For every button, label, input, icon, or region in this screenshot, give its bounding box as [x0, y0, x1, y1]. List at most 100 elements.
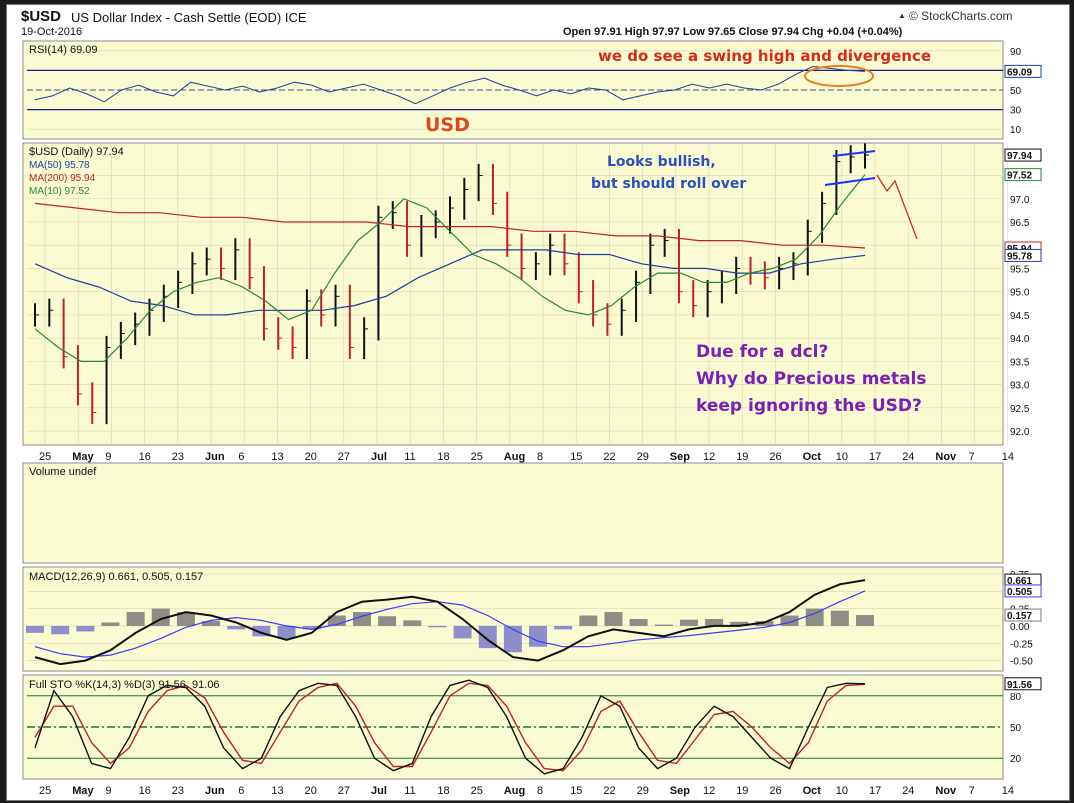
- macd-histogram-bar-6: [176, 612, 195, 626]
- macd-histogram-bar-19: [503, 625, 522, 653]
- macd-histogram-bar-11: [302, 625, 321, 630]
- macd-histogram-bar-14: [378, 616, 397, 626]
- x-tick-label-top-16: 15: [570, 451, 582, 463]
- ma10-line: [34, 174, 866, 362]
- macd-tick-label-4: -0.25: [1010, 639, 1033, 650]
- macd-histogram-bar-4: [126, 612, 145, 626]
- x-tick-label-bottom-29: 14: [1002, 785, 1014, 797]
- rsi-line: [34, 65, 866, 105]
- price-tick-label-10: 92.5: [1010, 404, 1030, 415]
- macd-histogram-bar-7: [202, 621, 221, 626]
- x-tick-label-bottom-10: Jul: [371, 785, 387, 797]
- macd-histogram-bar-1: [51, 625, 70, 635]
- macd-histogram-bar-15: [403, 620, 422, 626]
- x-tick-label-bottom-28: 7: [969, 785, 975, 797]
- x-tick-label-top-29: 14: [1002, 451, 1014, 463]
- x-tick-label-top-5: Jun: [205, 451, 225, 463]
- price-tick-label-8: 93.5: [1010, 357, 1030, 368]
- macd-histogram-bar-32: [830, 610, 849, 626]
- instrument-description: US Dollar Index - Cash Settle (EOD) ICE: [71, 10, 307, 25]
- legend-ma10: MA(10) 97.52: [29, 186, 90, 197]
- question-annotation-line3: keep ignoring the USD?: [696, 396, 922, 416]
- macd-tick-label-3: 0.00: [1010, 622, 1030, 633]
- macd-title: MACD(12,26,9) 0.661, 0.505, 0.157: [29, 571, 203, 583]
- price-last-ma50: 95.78: [1007, 251, 1032, 262]
- price-panel: [22, 142, 1004, 446]
- x-tick-label-bottom-16: 15: [570, 785, 582, 797]
- quote-line: Open 97.91 High 97.97 Low 97.65 Close 97…: [563, 26, 903, 38]
- x-tick-label-bottom-1: May: [72, 785, 94, 797]
- price-last-ma50-box: [1004, 248, 1042, 262]
- macd-histogram-bar-16: [428, 625, 447, 628]
- price-last-ma10-box: [1004, 168, 1042, 182]
- macd-histogram-last-value: 0.157: [1007, 611, 1032, 622]
- x-tick-label-bottom-24: 10: [836, 785, 848, 797]
- macd-line: [34, 579, 866, 666]
- x-tick-label-top-21: 19: [736, 451, 748, 463]
- x-tick-label-top-28: 7: [969, 451, 975, 463]
- macd-signal-last-value-box: [1004, 584, 1042, 598]
- x-tick-label-bottom-25: 17: [869, 785, 881, 797]
- source-arrow-icon: ▲: [898, 11, 906, 20]
- stochastic-tick-label-1: 50: [1010, 723, 1022, 734]
- x-tick-label-top-3: 16: [139, 451, 151, 463]
- macd-histogram-bar-27: [705, 619, 724, 626]
- macd-histogram-bar-31: [805, 608, 824, 626]
- macd-histogram-bar-24: [629, 619, 648, 626]
- bullish-annotation-line1: Looks bullish,: [607, 154, 716, 170]
- usd-annotation: USD: [425, 114, 470, 136]
- x-tick-label-top-4: 23: [172, 451, 184, 463]
- x-tick-label-top-20: 12: [703, 451, 715, 463]
- x-tick-label-bottom-0: 25: [39, 785, 51, 797]
- rsi-annotation: we do see a swing high and divergence: [598, 47, 932, 65]
- symbol: $USD: [21, 8, 62, 25]
- price-tick-label-5: 95.0: [1010, 288, 1030, 299]
- price-tick-label-11: 92.0: [1010, 427, 1030, 438]
- x-tick-label-bottom-23: Oct: [803, 785, 822, 797]
- price-tick-label-1: 97.0: [1010, 195, 1030, 206]
- price-tick-label-6: 94.5: [1010, 311, 1030, 322]
- swing-high-ellipse: [804, 65, 874, 87]
- projection-line: [876, 174, 918, 240]
- x-tick-label-bottom-5: Jun: [205, 785, 225, 797]
- rsi-last-value: 69.09: [1007, 67, 1032, 78]
- x-tick-label-top-19: Sep: [670, 451, 690, 463]
- macd-histogram-bar-17: [453, 625, 472, 639]
- legend-ma50: MA(50) 95.78: [29, 160, 90, 171]
- macd-histogram-bar-25: [654, 624, 673, 626]
- source-credit: © StockCharts.com: [909, 9, 1013, 23]
- question-annotation-line2: Why do Precious metals: [696, 369, 927, 389]
- x-tick-label-top-27: Nov: [935, 451, 957, 463]
- stochastic-last-value: 91.56: [1007, 680, 1032, 691]
- chart-date: 19-Oct-2016: [21, 26, 83, 38]
- macd-histogram-bar-33: [856, 615, 874, 626]
- price-last-close-box: [1004, 148, 1042, 162]
- x-tick-label-top-15: 8: [537, 451, 543, 463]
- ma50-line: [34, 249, 866, 316]
- x-tick-label-bottom-26: 24: [902, 785, 914, 797]
- x-tick-label-bottom-12: 18: [437, 785, 449, 797]
- x-tick-label-bottom-22: 26: [769, 785, 781, 797]
- x-tick-label-bottom-13: 25: [471, 785, 483, 797]
- x-tick-label-bottom-15: 8: [537, 785, 543, 797]
- stochastic-last-value-box: [1004, 677, 1042, 691]
- volume-panel: [22, 462, 1004, 564]
- macd-histogram-last-value-box: [1004, 608, 1042, 622]
- x-tick-label-top-1: May: [72, 451, 94, 463]
- x-tick-label-top-12: 18: [437, 451, 449, 463]
- price-last-close: 97.94: [1007, 151, 1032, 162]
- macd-histogram-bar-22: [579, 615, 598, 626]
- x-tick-label-top-25: 17: [869, 451, 881, 463]
- rsi-tick-label-3: 30: [1010, 106, 1022, 117]
- macd-signal-last-value: 0.505: [1007, 587, 1032, 598]
- x-tick-label-top-11: 11: [404, 451, 415, 463]
- stochastic-title: Full STO %K(14,3) %D(3) 91.56, 91.06: [29, 679, 220, 691]
- x-tick-label-bottom-19: Sep: [670, 785, 690, 797]
- ma200-line: [34, 202, 866, 249]
- x-tick-label-bottom-17: 22: [603, 785, 615, 797]
- macd-signal-line: [34, 590, 866, 658]
- macd-histogram-bar-10: [277, 625, 296, 639]
- stochastic-tick-label-0: 80: [1010, 692, 1022, 703]
- price-tick-label-4: 95.5: [1010, 264, 1030, 275]
- price-tick-label-2: 96.5: [1010, 218, 1030, 229]
